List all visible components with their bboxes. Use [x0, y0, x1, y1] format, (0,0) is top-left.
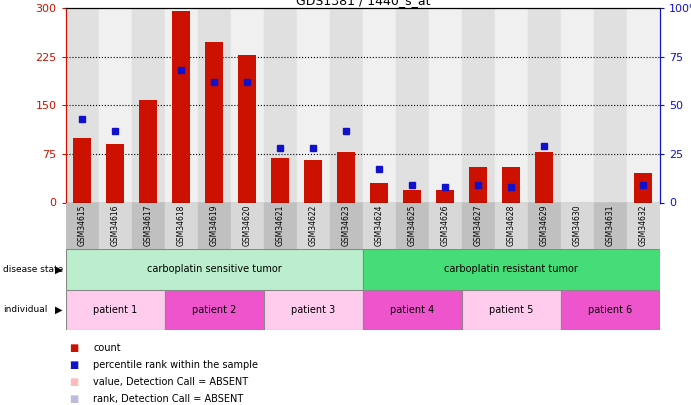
- Bar: [502, 167, 520, 202]
- Bar: [594, 8, 627, 202]
- Bar: [66, 290, 164, 330]
- Text: GSM34618: GSM34618: [177, 205, 186, 246]
- Text: GSM34632: GSM34632: [639, 205, 648, 246]
- Bar: [469, 167, 487, 202]
- Bar: [330, 202, 363, 249]
- Bar: [627, 8, 660, 202]
- Text: GSM34630: GSM34630: [573, 205, 582, 247]
- Text: ▶: ▶: [55, 264, 62, 274]
- Text: carboplatin sensitive tumor: carboplatin sensitive tumor: [146, 264, 282, 274]
- Text: ▶: ▶: [55, 305, 62, 315]
- Text: rank, Detection Call = ABSENT: rank, Detection Call = ABSENT: [93, 394, 243, 404]
- Bar: [404, 190, 422, 202]
- Text: patient 3: patient 3: [291, 305, 335, 315]
- Text: count: count: [93, 343, 121, 353]
- Title: GDS1381 / 1440_s_at: GDS1381 / 1440_s_at: [296, 0, 430, 7]
- Bar: [495, 202, 528, 249]
- Bar: [337, 152, 355, 202]
- Bar: [330, 8, 363, 202]
- Bar: [561, 290, 660, 330]
- Bar: [99, 202, 132, 249]
- Bar: [296, 202, 330, 249]
- Bar: [363, 249, 660, 290]
- Text: GSM34624: GSM34624: [375, 205, 384, 246]
- Bar: [296, 8, 330, 202]
- Bar: [164, 290, 264, 330]
- Bar: [561, 8, 594, 202]
- Text: GSM34622: GSM34622: [309, 205, 318, 246]
- Bar: [66, 249, 363, 290]
- Bar: [238, 55, 256, 202]
- Bar: [396, 202, 429, 249]
- Bar: [462, 202, 495, 249]
- Bar: [139, 100, 158, 202]
- Text: value, Detection Call = ABSENT: value, Detection Call = ABSENT: [93, 377, 248, 387]
- Bar: [66, 202, 99, 249]
- Bar: [396, 8, 429, 202]
- Text: GSM34621: GSM34621: [276, 205, 285, 246]
- Text: GSM34619: GSM34619: [209, 205, 219, 246]
- Bar: [634, 173, 652, 202]
- Bar: [304, 160, 322, 202]
- Bar: [528, 202, 561, 249]
- Text: GSM34615: GSM34615: [77, 205, 86, 246]
- Bar: [495, 8, 528, 202]
- Bar: [561, 202, 594, 249]
- Text: GSM34623: GSM34623: [342, 205, 351, 246]
- Bar: [198, 8, 231, 202]
- Bar: [436, 190, 455, 202]
- Bar: [363, 202, 396, 249]
- Text: GSM34631: GSM34631: [606, 205, 615, 246]
- Bar: [172, 11, 190, 202]
- Bar: [363, 8, 396, 202]
- Bar: [264, 290, 363, 330]
- Bar: [198, 202, 231, 249]
- Bar: [231, 202, 264, 249]
- Bar: [264, 202, 296, 249]
- Text: GSM34627: GSM34627: [474, 205, 483, 246]
- Bar: [363, 290, 462, 330]
- Bar: [164, 8, 198, 202]
- Text: patient 4: patient 4: [390, 305, 435, 315]
- Text: ■: ■: [69, 377, 78, 387]
- Bar: [66, 8, 99, 202]
- Bar: [231, 8, 264, 202]
- Text: GSM34620: GSM34620: [243, 205, 252, 246]
- Bar: [429, 8, 462, 202]
- Bar: [205, 42, 223, 202]
- Bar: [536, 152, 553, 202]
- Text: disease state: disease state: [3, 265, 63, 274]
- Bar: [429, 202, 462, 249]
- Bar: [132, 8, 164, 202]
- Bar: [264, 8, 296, 202]
- Text: carboplatin resistant tumor: carboplatin resistant tumor: [444, 264, 578, 274]
- Text: individual: individual: [3, 305, 47, 314]
- Text: ■: ■: [69, 394, 78, 404]
- Text: patient 6: patient 6: [588, 305, 632, 315]
- Bar: [271, 158, 290, 202]
- Text: GSM34629: GSM34629: [540, 205, 549, 246]
- Bar: [528, 8, 561, 202]
- Text: ■: ■: [69, 343, 78, 353]
- Text: patient 2: patient 2: [192, 305, 236, 315]
- Text: GSM34628: GSM34628: [507, 205, 516, 246]
- Bar: [594, 202, 627, 249]
- Bar: [164, 202, 198, 249]
- Text: patient 5: patient 5: [489, 305, 533, 315]
- Bar: [627, 202, 660, 249]
- Text: GSM34617: GSM34617: [144, 205, 153, 246]
- Text: ■: ■: [69, 360, 78, 370]
- Bar: [99, 8, 132, 202]
- Bar: [370, 183, 388, 202]
- Text: GSM34625: GSM34625: [408, 205, 417, 246]
- Text: percentile rank within the sample: percentile rank within the sample: [93, 360, 258, 370]
- Text: patient 1: patient 1: [93, 305, 138, 315]
- Bar: [132, 202, 164, 249]
- Text: GSM34626: GSM34626: [441, 205, 450, 246]
- Text: GSM34616: GSM34616: [111, 205, 120, 246]
- Bar: [73, 138, 91, 202]
- Bar: [462, 290, 561, 330]
- Bar: [462, 8, 495, 202]
- Bar: [106, 144, 124, 202]
